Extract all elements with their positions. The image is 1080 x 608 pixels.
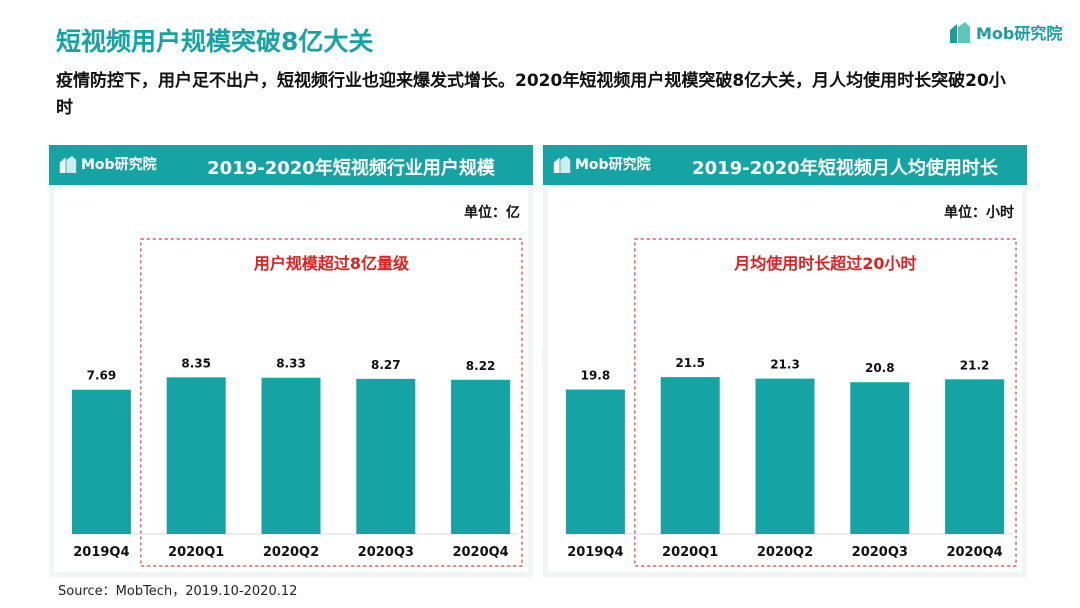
data-label: 19.8 bbox=[581, 369, 611, 383]
bar-2019Q4 bbox=[71, 389, 131, 534]
x-tick-label: 2020Q4 bbox=[452, 545, 508, 560]
brand-logo: Mob研究院 bbox=[948, 20, 1062, 44]
chart-panel-user-scale: Mob研究院 2019-2020年短视频行业用户规模 单位：亿用户规模超过8亿量… bbox=[49, 145, 533, 577]
x-tick-label: 2020Q2 bbox=[757, 545, 813, 560]
data-label: 8.35 bbox=[181, 356, 211, 370]
panel-logo: Mob研究院 bbox=[552, 154, 651, 174]
highlight-annotation: 月均使用时长超过20小时 bbox=[733, 254, 916, 273]
data-label: 21.2 bbox=[960, 358, 990, 372]
building-icon bbox=[950, 22, 970, 43]
panel-title: 2019-2020年短视频月人均使用时长 bbox=[692, 158, 998, 179]
panel-title: 2019-2020年短视频行业用户规模 bbox=[207, 158, 495, 179]
x-tick-label: 2020Q4 bbox=[946, 545, 1002, 560]
bar-2020Q3 bbox=[356, 378, 416, 534]
data-label: 7.69 bbox=[87, 369, 117, 383]
chart-panel-usage-time: Mob研究院 2019-2020年短视频月人均使用时长 单位：小时月均使用时长超… bbox=[543, 145, 1027, 577]
panel-logo-text: Mob研究院 bbox=[81, 157, 157, 173]
unit-label: 单位：小时 bbox=[944, 204, 1014, 221]
panel-header: Mob研究院 2019-2020年短视频行业用户规模 bbox=[49, 145, 533, 185]
data-label: 8.33 bbox=[276, 357, 306, 371]
x-tick-label: 2020Q1 bbox=[168, 545, 224, 560]
chart-area: 单位：小时月均使用时长超过20小时 19.8 2019Q4 21.5 2020Q1 21.… bbox=[548, 187, 1022, 572]
source-note: Source：MobTech，2019.10-2020.12 bbox=[58, 584, 298, 599]
x-tick-label: 2019Q4 bbox=[73, 545, 129, 560]
bar-2020Q4 bbox=[451, 379, 511, 534]
subtitle: 疫情防控下，用户足不出户，短视频行业也迎来爆发式增长。2020年短视频用户规模突… bbox=[56, 71, 1006, 118]
bar-2020Q2 bbox=[261, 377, 321, 534]
brand-name: Mob研究院 bbox=[976, 24, 1063, 43]
unit-label: 单位：亿 bbox=[464, 204, 520, 221]
data-label: 20.8 bbox=[865, 361, 895, 375]
chart-area: 单位：亿用户规模超过8亿量级 7.69 2019Q4 8.35 2020Q1 8.33 20… bbox=[54, 187, 528, 572]
x-tick-label: 2019Q4 bbox=[567, 545, 623, 560]
x-tick-label: 2020Q1 bbox=[662, 545, 718, 560]
bar-2020Q3 bbox=[850, 382, 910, 534]
bar-2020Q1 bbox=[166, 377, 226, 534]
x-tick-label: 2020Q3 bbox=[358, 545, 414, 560]
data-label: 21.3 bbox=[770, 358, 800, 372]
x-tick-label: 2020Q3 bbox=[852, 545, 908, 560]
panel-logo: Mob研究院 bbox=[58, 154, 157, 174]
bar-2020Q1 bbox=[660, 377, 720, 534]
panel-logo-text: Mob研究院 bbox=[575, 157, 651, 173]
data-label: 21.5 bbox=[675, 356, 705, 370]
building-icon bbox=[59, 155, 77, 173]
x-tick-label: 2020Q2 bbox=[263, 545, 319, 560]
bar-2019Q4 bbox=[565, 389, 625, 534]
panel-header: Mob研究院 2019-2020年短视频月人均使用时长 bbox=[543, 145, 1027, 185]
page-title: 短视频用户规模突破8亿大关 bbox=[56, 27, 374, 56]
data-label: 8.27 bbox=[371, 358, 401, 372]
data-label: 8.22 bbox=[466, 359, 496, 373]
building-icon bbox=[553, 155, 571, 173]
bar-2020Q4 bbox=[945, 379, 1005, 534]
bar-2020Q2 bbox=[755, 378, 815, 534]
highlight-annotation: 用户规模超过8亿量级 bbox=[254, 254, 410, 273]
